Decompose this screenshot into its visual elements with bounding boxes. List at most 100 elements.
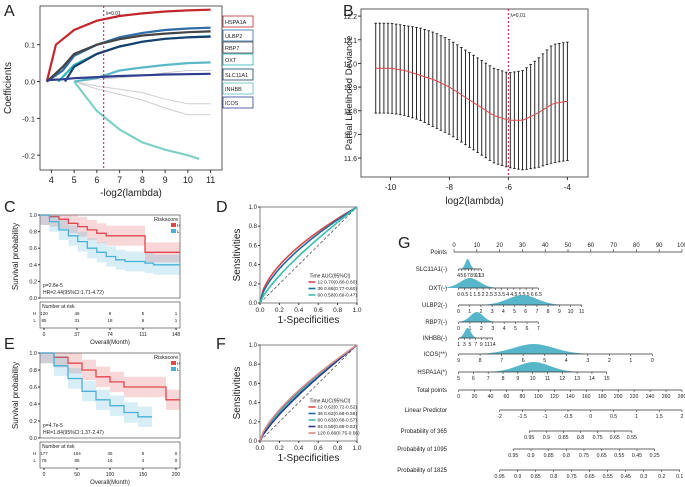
roc-legend-label: 36 0.68(0.77-0.60) — [318, 286, 358, 292]
risk-cell: 18 — [107, 318, 113, 323]
scale-tick-label: 1.5 — [656, 414, 663, 420]
x-tick-label: 10 — [183, 175, 193, 185]
x-tick-label: 50 — [74, 472, 80, 478]
y-tick-label: 0.2 — [249, 282, 258, 288]
risk-cell: 0 — [175, 451, 178, 456]
risk-cell: 16 — [107, 458, 113, 463]
scale-tick-label: 0.65 — [585, 474, 595, 480]
scale-tick-label: 80 — [633, 243, 640, 249]
scale-tick-label: -0.5 — [564, 414, 573, 420]
plot-frame — [39, 352, 181, 439]
scale-tick-label: 4 — [565, 358, 568, 364]
scale-tick-label: 0.65 — [610, 435, 620, 441]
scale-tick-label: 0 — [457, 394, 460, 400]
scale-tick-label: 0.45 — [621, 474, 631, 480]
y-axis-title: Survival probability — [11, 223, 20, 290]
scale-tick-label: 0 — [457, 309, 460, 315]
risk-row-label: H — [33, 311, 36, 316]
risk-row-label: L — [33, 318, 36, 323]
panel-letter-g: G — [398, 235, 410, 252]
scale-tick-label: 7 — [537, 326, 540, 332]
legend-swatch-L — [171, 367, 176, 371]
scale-tick-label: 8 — [547, 309, 550, 315]
risk-cell: 85 — [41, 318, 47, 323]
roc-legend-label: 60 0.63(0.68-0.57) — [318, 418, 358, 424]
y-tick-label: -0.1 — [22, 114, 35, 123]
scale-tick-label: 3 — [491, 309, 494, 315]
diagonal-reference — [259, 206, 358, 304]
scale-tick-label: 260 — [662, 394, 671, 400]
scale-tick-label: 5 — [518, 292, 521, 298]
lambda-label: λ=0.01 — [106, 11, 121, 17]
scale-tick-label: 15 — [604, 376, 610, 382]
scale-tick-label: 0.95 — [508, 453, 518, 459]
y-axis-title: Coefficients — [3, 62, 14, 114]
x-tick-label: 8 — [140, 175, 145, 185]
x-axis-title: log2(lambda) — [445, 196, 503, 207]
x-tick-label: 0.6 — [314, 445, 323, 452]
scale-tick-label: 13 — [478, 273, 484, 279]
scale-tick-label: 60 — [504, 394, 510, 400]
y-tick-label: 0.8 — [29, 230, 37, 236]
nomogram-row-label: RBP7(-) — [425, 320, 447, 326]
scale-tick-label: 7 — [535, 309, 538, 315]
y-axis-title: Sensitivities — [232, 229, 243, 282]
scale-tick-label: 0.55 — [627, 435, 637, 441]
scale-tick-label: 7 — [487, 376, 490, 382]
risk-cell: 120 — [40, 311, 48, 316]
legend-title: Riskscore — [154, 217, 178, 223]
x-tick-label: 1.0 — [352, 307, 361, 314]
scale-tick-label: 0.3 — [640, 474, 647, 480]
scale-tick-label: 0.75 — [567, 474, 577, 480]
scale-tick-label: 5 — [460, 273, 463, 279]
legend-swatch-L — [171, 229, 176, 233]
gene-label-SLC11A1: SLC11A1 — [225, 73, 248, 79]
panel-e-km-test: 0.0 0.2 0.4 0.6 0.8 1.0 Survival probability p=… — [11, 351, 180, 486]
plot-frame — [39, 214, 181, 299]
scale-tick-label: 0.9 — [543, 435, 550, 441]
y-tick-label: 0.8 — [249, 224, 258, 230]
nomogram-row-label: SLC11A1(-) — [416, 267, 447, 273]
y-tick-label: 0.6 — [29, 246, 37, 252]
scale-tick-label: 8 — [470, 273, 473, 279]
x-tick-label: 4 — [49, 175, 54, 185]
panel-d-roc-train: 0.0 0.2 0.4 0.6 0.8 1.0 0.0 0.2 0.4 0.6 0.8 1.0 1-Sp… — [232, 205, 362, 326]
roc-legend-title: Time AUC(95%CI) — [310, 274, 351, 280]
y-tick-label: 0.8 — [249, 362, 258, 368]
x-tick-label: 0.0 — [255, 307, 264, 314]
ci-band-H — [40, 215, 180, 275]
y-tick-label: 0.4 — [249, 263, 258, 269]
density-shape — [488, 362, 580, 372]
roc-curve-1 — [259, 206, 358, 304]
panel-letter-a: A — [4, 3, 15, 20]
gene-box-RBP7 — [222, 41, 254, 54]
scale-tick-label: 1 — [469, 326, 472, 332]
x-tick-label: 0 — [43, 332, 46, 338]
scale-tick-label: 0.95 — [524, 435, 534, 441]
x-tick-label: 150 — [139, 472, 148, 478]
x-tick-label: 9 — [163, 175, 168, 185]
nomogram-row-label: Points — [430, 250, 447, 256]
risk-cell: 46 — [74, 311, 80, 316]
density-shape — [476, 344, 591, 354]
scale-tick-label: 13 — [574, 376, 580, 382]
gene-box-HSPA1A — [222, 15, 254, 28]
scale-tick-label: 90 — [656, 243, 663, 249]
coef-path-unlabeled — [73, 80, 200, 160]
x-tick-label: 0.4 — [294, 307, 303, 314]
roc-legend-label: 84 0.59(0.66-0.53) — [318, 424, 358, 430]
gene-box-INHBB — [222, 82, 254, 95]
x-tick-label: 37 — [74, 332, 80, 338]
y-tick-label: 0.6 — [249, 381, 258, 387]
x-tick-label: -4 — [564, 183, 572, 192]
y-tick-label: 12.1 — [343, 38, 357, 45]
scale-tick-label: 4 — [502, 309, 505, 315]
legend-title: Riskscore — [154, 355, 178, 361]
nomogram-row-label: ICOS(**) — [424, 352, 447, 358]
nomogram-row-label: HSPA1A(*) — [417, 370, 447, 376]
risk-cell: 85 — [74, 458, 80, 463]
density-shape — [458, 328, 477, 338]
scale-tick-label: 0.5 — [610, 414, 617, 420]
scale-tick-label: 0.55 — [614, 453, 624, 459]
scale-tick-label: 9 — [558, 309, 561, 315]
